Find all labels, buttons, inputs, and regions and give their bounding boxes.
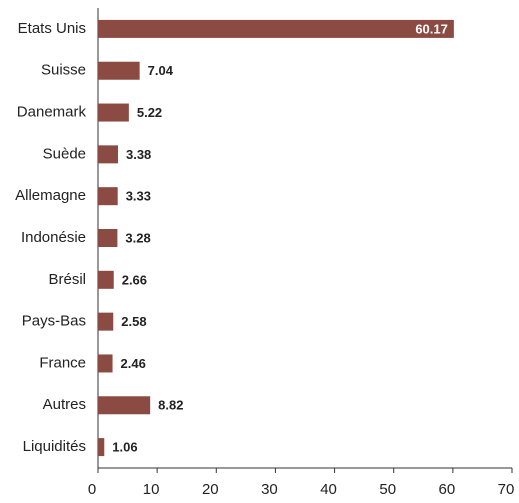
y-tick-label: Danemark [17,104,87,121]
y-tick-label: France [39,354,86,371]
y-tick-label: Suisse [41,62,86,79]
bar [98,396,151,415]
data-label: 2.58 [121,314,146,329]
x-tick-label: 50 [379,481,396,498]
x-tick-label: 20 [202,481,219,498]
bar [98,354,113,373]
bar [98,270,114,289]
y-tick-label: Etats Unis [18,20,86,37]
bar [98,229,118,247]
bar [98,438,105,457]
y-tick-label: Liquidités [23,438,86,455]
data-label: 3.33 [126,189,151,204]
data-label: 2.46 [121,356,146,371]
data-label: 1.06 [112,440,137,455]
bar [98,19,454,38]
data-label: 3.28 [125,230,150,245]
data-label: 8.82 [158,398,183,413]
y-tick-label: Allemagne [15,187,86,204]
x-tick-label: 30 [261,481,278,498]
data-label: 3.38 [126,147,151,162]
y-tick-label: Pays-Bas [22,313,86,330]
y-tick-label: Brésil [48,271,86,288]
data-label: 5.22 [137,105,162,120]
x-tick-label: 10 [143,481,160,498]
x-tick-label: 70 [498,481,515,498]
x-tick-label: 0 [88,481,96,498]
data-label: 60.17 [415,21,448,36]
y-tick-label: Indonésie [21,229,86,246]
x-tick-label: 60 [439,481,456,498]
bar [98,103,129,122]
bar [98,312,114,331]
x-tick-label: 40 [320,481,337,498]
bar [98,145,118,164]
y-tick-label: Suède [43,145,86,162]
bar [98,187,118,206]
data-label: 7.04 [148,63,174,78]
bar [98,61,140,80]
y-tick-label: Autres [43,396,86,413]
data-label: 2.66 [122,272,147,287]
